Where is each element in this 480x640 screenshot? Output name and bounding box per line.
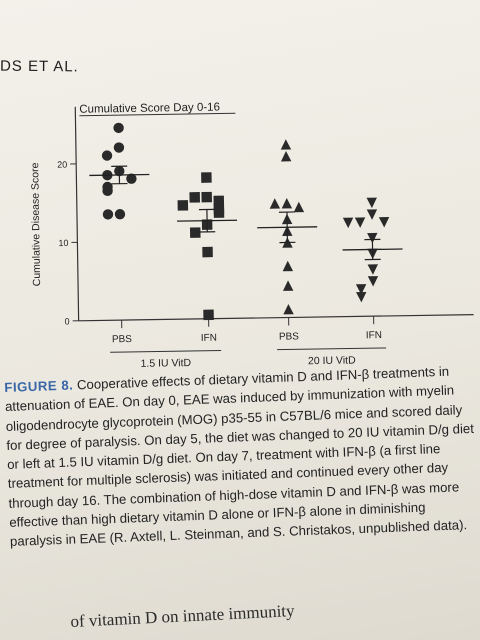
diet-group-label: 20 IU VitD [308, 354, 356, 367]
y-axis-label: Cumulative Disease Score [29, 162, 43, 286]
data-point [177, 200, 189, 211]
chart-title: Cumulative Score Day 0-16 [79, 102, 220, 116]
data-point [366, 209, 378, 220]
diet-group-label: 1.5 IU VitD [140, 357, 191, 370]
data-point [378, 217, 390, 228]
scatter-chart: Cumulative Score Day 0-16 0 10 20 Cumulative… [29, 102, 474, 370]
data-point [269, 198, 281, 209]
data-point [283, 303, 294, 315]
data-point [114, 209, 126, 220]
x-axis [78, 313, 474, 322]
data-point [342, 217, 354, 229]
data-point [113, 122, 124, 134]
data-point [280, 139, 292, 150]
data-point [280, 150, 292, 162]
figure-caption: FIGURE 8. Cooperative effects of dietary… [4, 361, 480, 552]
data-point [189, 227, 201, 238]
caption-label: FIGURE 8. [4, 377, 74, 395]
data-point [366, 197, 377, 209]
data-point [201, 191, 212, 203]
footer-fragment: of vitamin D on innate immunity [70, 601, 295, 631]
y-axis [74, 106, 80, 321]
data-point [189, 192, 200, 203]
data-point [213, 207, 225, 218]
data-point [282, 280, 294, 291]
data-point [201, 172, 212, 183]
data-point [101, 150, 113, 161]
data-point [356, 291, 367, 303]
running-head: DS ET AL. [0, 57, 79, 76]
data-point [102, 185, 113, 197]
data-point [126, 173, 137, 184]
x-tick-label: IFN [201, 333, 217, 344]
data-point [354, 217, 366, 228]
data-point [367, 276, 379, 287]
diet-group-bracket [277, 347, 387, 351]
data-point [202, 246, 213, 258]
data-point [113, 142, 125, 153]
diet-group-bracket [110, 350, 222, 353]
chart-title-underline [79, 112, 236, 117]
y-tick-label: 0 [65, 316, 70, 326]
data-point [281, 198, 293, 209]
data-point [282, 260, 294, 272]
x-tick-label: PBS [279, 331, 300, 342]
data-point [355, 284, 367, 295]
data-point [367, 264, 378, 275]
data-point [293, 201, 305, 213]
y-tick-label: 20 [57, 160, 67, 170]
data-point [102, 209, 114, 220]
x-tick-label: PBS [112, 334, 133, 345]
x-tick-label: IFN [366, 330, 382, 341]
y-tick-label: 10 [58, 238, 68, 248]
data-point [203, 309, 214, 321]
data-point [367, 232, 378, 244]
caption-text: Cooperative effects of dietary vitamin D… [4, 363, 475, 550]
